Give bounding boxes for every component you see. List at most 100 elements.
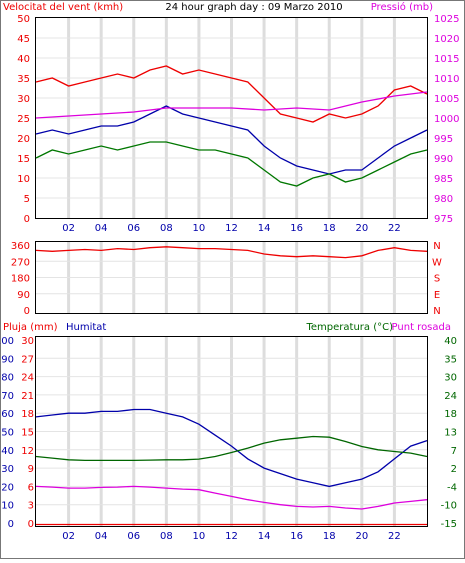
panel3-humidity-tick-label: 80 (1, 373, 14, 384)
panel1-title: 24 hour graph day : 09 Marzo 2010 (165, 2, 342, 13)
panel3-rain-tick-label: 27 (21, 354, 34, 365)
panel3-x-tick-label: 02 (62, 531, 75, 542)
panel3-temp-tick-label: -15 (441, 519, 457, 530)
panel3-temp-tick-label: 35 (444, 354, 457, 365)
panel3-rain-axis-title: Pluja (mm) (3, 322, 58, 333)
panel3-rain-tick-label: 6 (28, 482, 34, 493)
panel1-x-tick-label: 22 (388, 223, 401, 234)
panel1-x-tick-label: 04 (95, 223, 108, 234)
panel3-rain-tick-label: 15 (21, 428, 34, 439)
panel3-temp-tick-label: 24 (444, 391, 457, 402)
panel3-humidity-tick-label: 60 (1, 409, 14, 420)
panel1-series-line (35, 91, 428, 119)
panel1-left-tick-label: 15 (17, 154, 30, 165)
panel1-left-tick-label: 35 (17, 74, 30, 85)
panel2-left-tick-label: 180 (11, 274, 30, 285)
panel3-x-tick-label: 06 (127, 531, 140, 542)
panel1-series (35, 65, 428, 187)
panel2-left-tick-label: 270 (11, 257, 30, 268)
panel1-right-tick-label: 1000 (434, 114, 459, 125)
panel3-humidity-tick-label: 20 (1, 482, 14, 493)
panel3-humidity-tick-label: 90 (1, 354, 14, 365)
panel1-left-tick-label: 0 (24, 214, 30, 225)
panel1-left-tick-label: 30 (17, 94, 30, 105)
panel3-temp-tick-label: -4 (447, 482, 457, 493)
panel3-rain-tick-label: 3 (28, 501, 34, 512)
panel3-grid (36, 337, 427, 526)
panel3-temp-tick-label: 40 (444, 336, 457, 347)
panel3-temp-ticks: 40 35 30 24 18 13 7 2 -4 -10 -15 (441, 336, 457, 530)
panel1-x-tick-label: 12 (225, 223, 238, 234)
panel3-rain-tick-label: 30 (21, 336, 34, 347)
panel1-x-tick-label: 08 (160, 223, 173, 234)
panel3-rain-tick-label: 21 (21, 391, 34, 402)
panel1-right-tick-label: 1015 (434, 54, 459, 65)
panel3-humidity-axis-title: Humitat (66, 322, 106, 333)
panel1-x-ticks: 02 04 06 08 10 12 14 16 18 20 22 (62, 223, 401, 234)
panel3-humidity-tick-label: 50 (1, 428, 14, 439)
panel1-x-tick-label: 14 (258, 223, 271, 234)
panel3-humidity-tick-label: 70 (1, 391, 14, 402)
panel1-right-tick-label: 1005 (434, 94, 459, 105)
panel3-temp-tick-label: 13 (444, 428, 457, 439)
panel3-series (35, 408, 428, 526)
panel3-x-tick-label: 16 (290, 531, 303, 542)
panel2-left-tick-label: 90 (17, 290, 30, 301)
panel3-rain-tick-label: 18 (21, 409, 34, 420)
panel3-x-ticks: 02 04 06 08 10 12 14 16 18 20 22 (62, 531, 401, 542)
panel1-x-tick-label: 20 (355, 223, 368, 234)
panel1-right-ticks: 1025 1020 1015 1010 1005 1000 995 990 985 980 975 (434, 14, 459, 225)
panel1-x-tick-label: 06 (127, 223, 140, 234)
panel3-x-tick-label: 20 (355, 531, 368, 542)
panel3-humidity-tick-label: 100 (0, 336, 14, 347)
panel3-x-tick-label: 10 (193, 531, 206, 542)
panel1-x-tick-label: 18 (323, 223, 336, 234)
panel3-temp-tick-label: 7 (451, 446, 457, 457)
panel3-x-tick-label: 04 (95, 531, 108, 542)
panel2-compass-label: W (432, 257, 442, 268)
panel1-right-tick-label: 985 (434, 174, 453, 185)
panel1-right-axis-title: Pressió (mb) (371, 1, 433, 13)
panel1-right-tick-label: 990 (434, 154, 453, 165)
panel3-series-line (35, 408, 428, 488)
panel2-grid (36, 242, 427, 313)
panel3-rain-tick-label: 9 (28, 464, 34, 475)
panel1-left-tick-label: 50 (17, 14, 30, 25)
panel2-series (35, 246, 428, 259)
panel1-left-axis-title: Velocitat del vent (kmh) (3, 2, 123, 13)
panel1-left-tick-label: 40 (17, 54, 30, 65)
panel3-temp-tick-label: 18 (444, 409, 457, 420)
panel3-temp-tick-label: 30 (444, 373, 457, 384)
panel3-humidity-tick-label: 10 (1, 501, 14, 512)
panel2-left-tick-label: 0 (24, 306, 30, 317)
panel1-left-tick-label: 5 (24, 194, 30, 205)
panel3-x-tick-label: 14 (258, 531, 271, 542)
panel1-series-line (35, 65, 428, 123)
panel3-humidity-ticks: 1009080706050403020100 (0, 336, 14, 530)
panel3-humidity-tick-label: 0 (8, 519, 14, 530)
panel1-right-tick-label: 980 (434, 194, 453, 205)
panel3-rain-tick-label: 24 (21, 373, 34, 384)
panel1-x-tick-label: 02 (62, 223, 75, 234)
panel3-temp-tick-label: -10 (441, 501, 457, 512)
panel2-left-ticks: 360 270 180 90 0 (11, 241, 30, 317)
panel2-compass-label: N (433, 306, 440, 317)
panel1-right-tick-label: 1010 (434, 74, 459, 85)
panel1-right-tick-label: 1020 (434, 34, 459, 45)
panel3-humidity-tick-label: 30 (1, 464, 14, 475)
panel1-left-tick-label: 45 (17, 34, 30, 45)
panel3-rain-tick-label: 12 (21, 446, 34, 457)
panel2-series-line (35, 246, 428, 259)
panel2-left-tick-label: 360 (11, 241, 30, 252)
panel3-x-tick-label: 18 (323, 531, 336, 542)
panel2-compass-label: E (434, 290, 440, 301)
panel3-series-line (35, 485, 428, 510)
panel3-x-tick-label: 12 (225, 531, 238, 542)
panel3-x-tick-label: 22 (388, 531, 401, 542)
panel3-humidity-tick-label: 40 (1, 446, 14, 457)
